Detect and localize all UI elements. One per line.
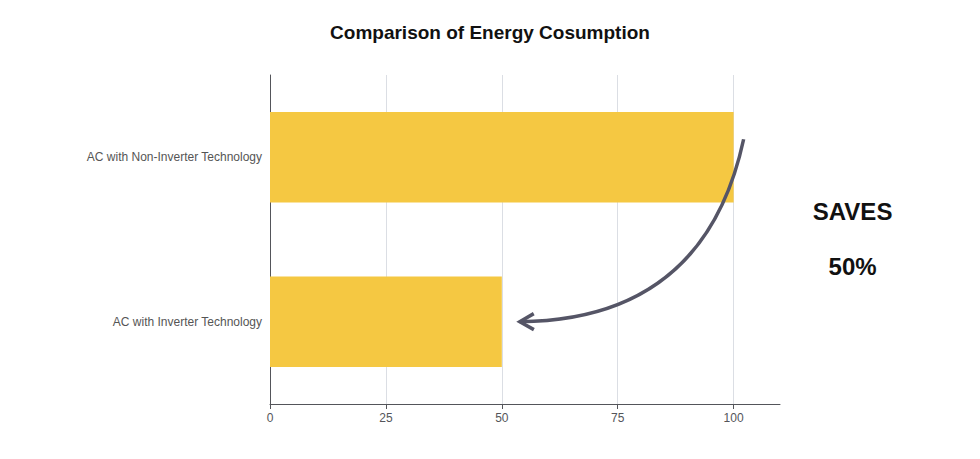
svg-text:AC with Inverter Technology: AC with Inverter Technology xyxy=(113,315,262,329)
svg-text:100: 100 xyxy=(724,411,744,425)
svg-text:Comparison of Energy Cosumptio: Comparison of Energy Cosumption xyxy=(330,22,650,43)
svg-text:0: 0 xyxy=(267,411,274,425)
svg-text:50: 50 xyxy=(495,411,509,425)
svg-text:SAVES: SAVES xyxy=(813,198,893,225)
svg-text:75: 75 xyxy=(611,411,625,425)
svg-text:25: 25 xyxy=(379,411,393,425)
svg-text:AC with Non-Inverter Technolog: AC with Non-Inverter Technology xyxy=(87,150,262,164)
svg-text:50%: 50% xyxy=(829,253,877,280)
